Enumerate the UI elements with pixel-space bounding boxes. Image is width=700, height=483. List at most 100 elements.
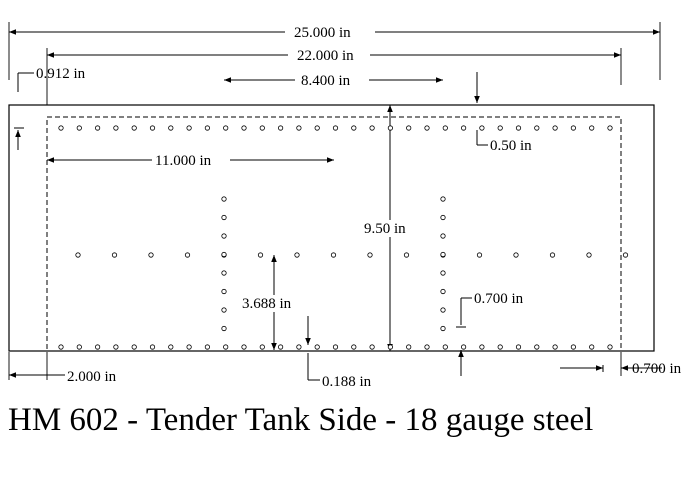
- label-top-offset: 0.912 in: [36, 66, 86, 82]
- rivet-hole: [113, 344, 119, 350]
- rivet-hole: [549, 252, 556, 258]
- rivet-hole: [257, 252, 264, 258]
- rivet-hole: [58, 125, 64, 131]
- rivet-hole: [148, 252, 154, 258]
- label-mid-row-height: 3.688 in: [242, 296, 292, 312]
- rivet-hole: [351, 125, 357, 131]
- rivet-hole: [479, 125, 485, 131]
- rivet-hole: [367, 252, 373, 258]
- rivet-hole: [111, 252, 118, 258]
- rivet-hole: [460, 125, 467, 131]
- rivet-hole: [440, 325, 446, 332]
- rivet-hole: [406, 344, 412, 350]
- label-half-width: 11.000 in: [155, 153, 212, 169]
- rivet-hole: [622, 252, 629, 258]
- rivet-hole: [442, 125, 448, 131]
- rivet-hole: [515, 344, 522, 350]
- rivet-hole: [221, 307, 227, 313]
- rivet-hole: [534, 344, 540, 350]
- rivet-hole: [95, 125, 101, 131]
- rivet-hole: [223, 125, 229, 131]
- label-left-margin: 2.000 in: [67, 369, 117, 385]
- rivet-hole: [387, 344, 393, 350]
- rivet-hole: [58, 344, 64, 350]
- rivet-hole: [296, 344, 302, 350]
- rivet-hole: [369, 125, 375, 131]
- rivet-hole: [406, 125, 412, 131]
- rivet-hole: [221, 270, 227, 276]
- rivet-hole: [497, 344, 503, 350]
- rivet-hole: [440, 196, 446, 202]
- rivet-hole: [221, 196, 227, 202]
- rivet-hole: [330, 252, 337, 258]
- rivet-hole: [424, 344, 430, 350]
- rivet-hole: [221, 214, 227, 221]
- rivet-hole: [259, 344, 265, 350]
- rivet-hole: [332, 344, 339, 350]
- dimension-labels: 25.000 in 22.000 in 8.400 in 0.912 in 11…: [36, 24, 682, 390]
- rivet-hole: [497, 125, 503, 131]
- rivet-boundary: [46, 116, 622, 352]
- rivet-hole: [131, 125, 137, 131]
- rivet-hole: [440, 288, 446, 295]
- rivet-hole: [204, 125, 210, 131]
- rivet-hole: [515, 125, 522, 131]
- rivet-hole: [589, 125, 595, 131]
- rivet-hole: [314, 344, 320, 350]
- rivet-hole: [570, 125, 577, 131]
- rivet-hole: [513, 252, 519, 258]
- label-rivet-area-width: 22.000 in: [297, 48, 354, 64]
- rivet-hole: [149, 125, 156, 131]
- rivet-hole: [259, 125, 265, 131]
- rivet-hole: [607, 344, 613, 350]
- rivet-hole: [440, 233, 446, 239]
- label-height: 9.50 in: [364, 221, 406, 237]
- rivet-hole: [314, 125, 320, 131]
- rivet-hole: [403, 252, 410, 258]
- rivet-hole: [586, 252, 592, 258]
- rivet-hole: [75, 252, 81, 258]
- rivet-hole: [460, 344, 467, 350]
- rivet-hole: [113, 125, 119, 131]
- rivet-hole: [204, 344, 210, 350]
- rivet-hole: [332, 125, 339, 131]
- rivet-hole: [369, 344, 375, 350]
- rivet-hole: [552, 125, 558, 131]
- rivet-hole: [294, 252, 300, 258]
- rivet-hole: [534, 125, 540, 131]
- rivet-hole: [277, 344, 284, 350]
- rivet-hole: [440, 307, 446, 313]
- rivet-hole: [442, 344, 448, 350]
- rivet-hole: [440, 270, 446, 276]
- rivet-hole: [607, 125, 613, 131]
- rivet-hole: [95, 344, 101, 350]
- label-bottom-inset: 0.188 in: [322, 374, 372, 390]
- rivet-hole: [589, 344, 595, 350]
- rivet-hole: [221, 251, 227, 258]
- rivet-hole: [221, 325, 227, 332]
- rivet-hole: [277, 125, 284, 131]
- label-overall-width: 25.000 in: [294, 25, 351, 41]
- rivet-hole: [221, 233, 227, 239]
- rivet-hole: [186, 125, 192, 131]
- rivet-hole: [184, 252, 191, 258]
- rivet-hole: [241, 344, 247, 350]
- rivet-hole: [149, 344, 156, 350]
- rivet-hole: [351, 344, 357, 350]
- rivet-hole: [440, 251, 446, 258]
- label-right-margin: 0.700 in: [632, 361, 682, 377]
- rivet-hole: [552, 344, 558, 350]
- label-center-span: 8.400 in: [301, 73, 351, 89]
- rivet-hole: [76, 344, 82, 350]
- rivet-hole: [241, 125, 247, 131]
- rivet-hole: [168, 125, 174, 131]
- label-row-spacing: 0.700 in: [474, 291, 524, 307]
- rivet-hole: [76, 125, 82, 131]
- rivet-hole: [186, 344, 192, 350]
- rivet-hole: [387, 125, 393, 131]
- rivet-hole: [424, 125, 430, 131]
- rivet-hole: [476, 252, 483, 258]
- rivet-hole: [131, 344, 137, 350]
- rivet-hole: [296, 125, 302, 131]
